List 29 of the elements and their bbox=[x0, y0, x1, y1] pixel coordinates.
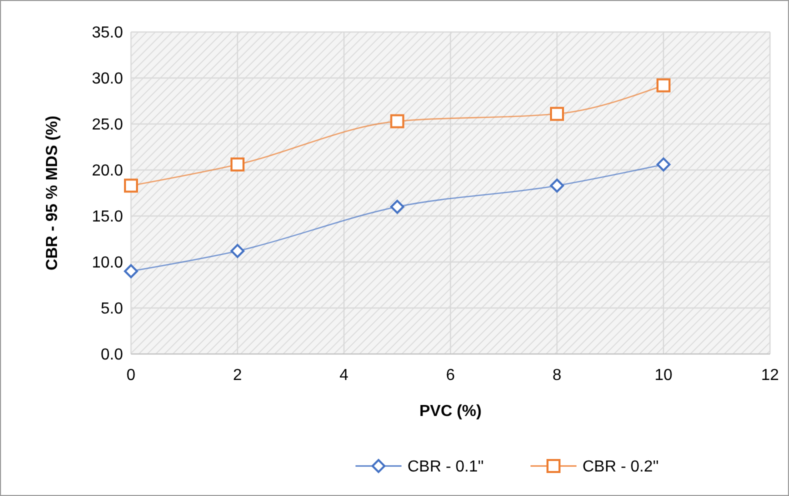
point bbox=[656, 78, 670, 92]
point bbox=[656, 157, 670, 172]
y-tick-label: 20.0 bbox=[92, 162, 124, 180]
y-tick-label: 35.0 bbox=[92, 24, 124, 42]
y-tick-label: 15.0 bbox=[92, 208, 124, 226]
x-axis-title: PVC (%) bbox=[419, 403, 482, 420]
y-tick-label: 25.0 bbox=[92, 116, 124, 134]
point bbox=[550, 178, 564, 193]
x-tick-label: 10 bbox=[654, 367, 672, 384]
y-axis-title: CBR - 95 % MDS (%) bbox=[44, 116, 61, 270]
legend-label: CBR - 0.1'' bbox=[408, 458, 484, 476]
point bbox=[124, 264, 138, 278]
x-tick-label: 6 bbox=[446, 367, 456, 384]
point bbox=[230, 244, 244, 258]
point bbox=[390, 114, 404, 128]
x-tick-label: 12 bbox=[761, 367, 779, 384]
point bbox=[230, 157, 244, 172]
y-tick-label: 10.0 bbox=[92, 254, 124, 272]
point bbox=[550, 106, 564, 121]
point bbox=[124, 178, 138, 193]
point bbox=[390, 200, 404, 214]
x-tick-label: 4 bbox=[340, 367, 349, 384]
x-tick-label: 2 bbox=[233, 367, 242, 384]
legend-label: CBR - 0.2'' bbox=[582, 458, 659, 476]
y-tick-label: 5.0 bbox=[100, 300, 124, 318]
y-tick-label: 0.0 bbox=[100, 346, 124, 364]
y-tick-label: 30.0 bbox=[92, 70, 124, 88]
x-tick-label: 0 bbox=[126, 367, 136, 384]
x-tick-label: 8 bbox=[552, 367, 562, 384]
